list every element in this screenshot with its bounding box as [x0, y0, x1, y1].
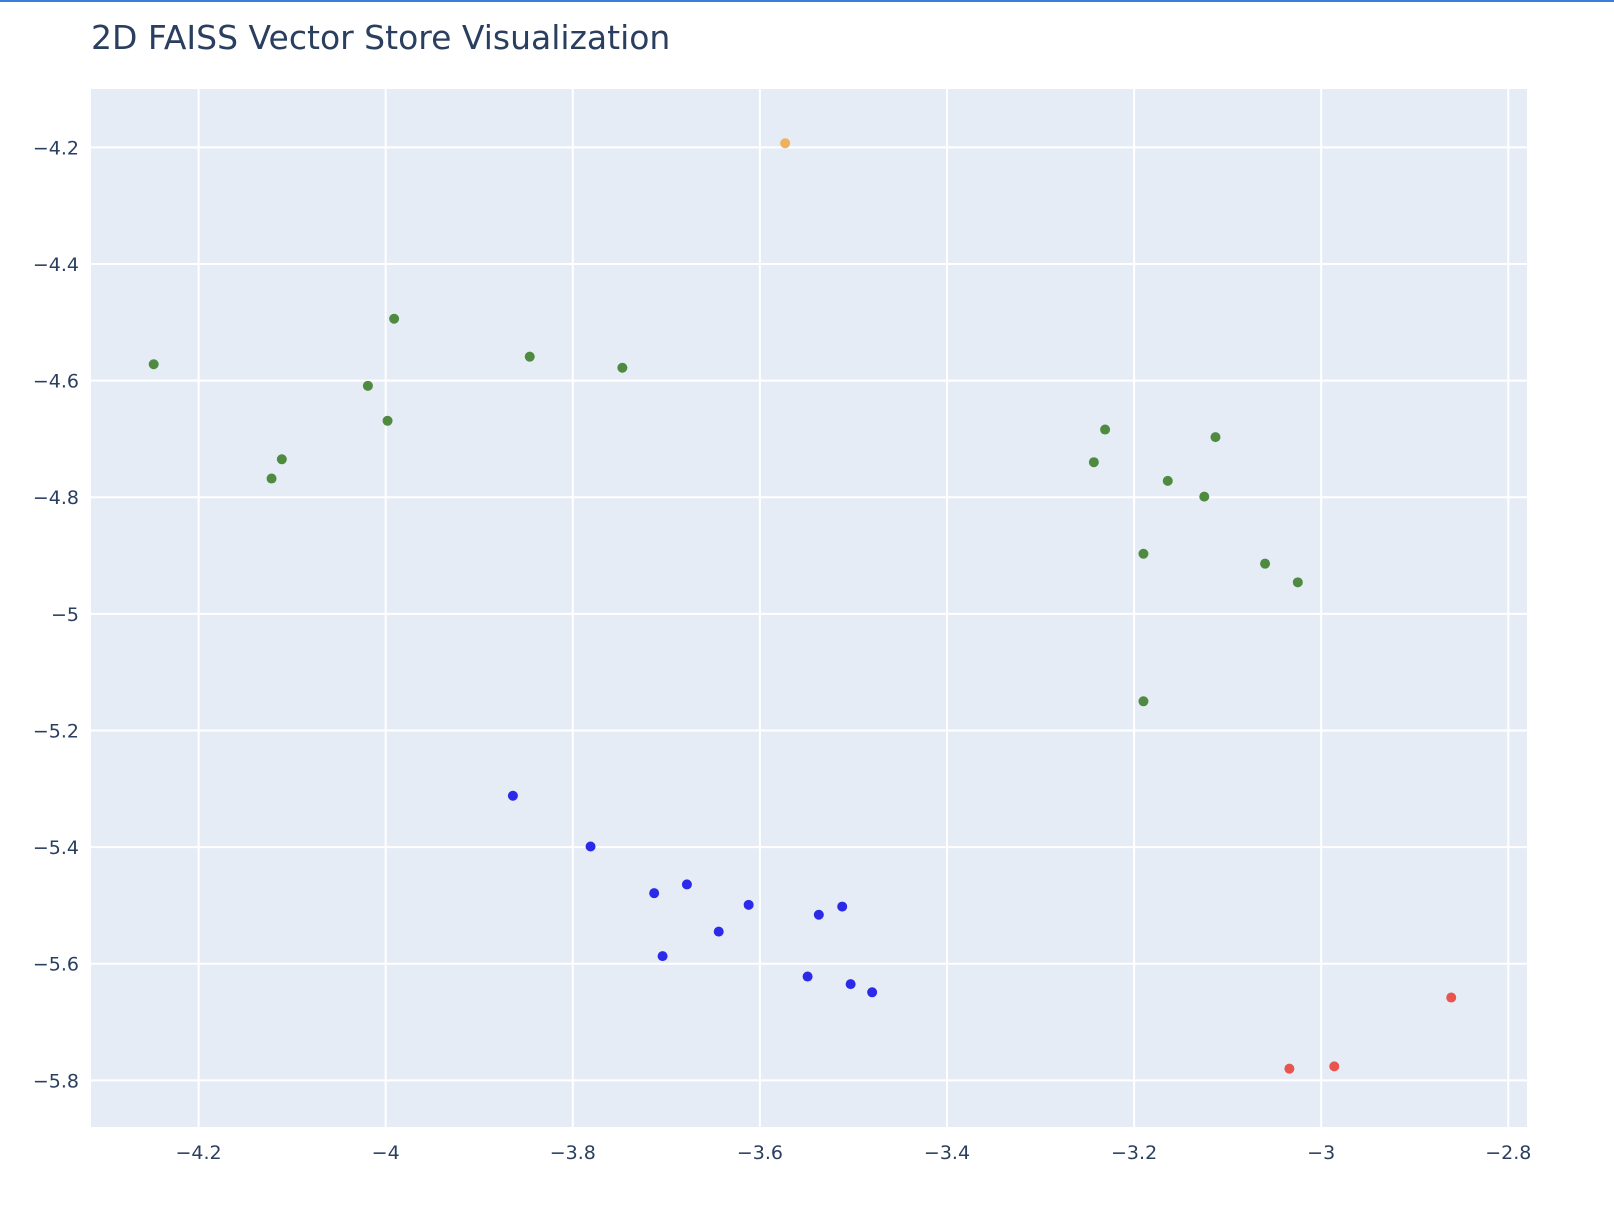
x-tick-label: −2.8 [1485, 1142, 1531, 1164]
x-tick-label: −3 [1307, 1142, 1335, 1164]
data-point[interactable] [1284, 1063, 1295, 1074]
data-point[interactable] [276, 454, 287, 465]
data-point[interactable] [524, 351, 535, 362]
data-point[interactable] [867, 987, 878, 998]
data-point[interactable] [837, 901, 848, 912]
data-point[interactable] [813, 909, 824, 920]
data-point[interactable] [148, 359, 159, 370]
data-point[interactable] [743, 899, 754, 910]
data-point[interactable] [1100, 424, 1111, 435]
data-point[interactable] [382, 415, 393, 426]
data-point[interactable] [1446, 992, 1457, 1003]
data-point[interactable] [1199, 491, 1210, 502]
data-point[interactable] [1260, 558, 1271, 569]
x-tick-label: −4.2 [176, 1142, 222, 1164]
data-point[interactable] [681, 879, 692, 890]
y-tick-label: −4.2 [33, 137, 79, 159]
data-point[interactable] [389, 313, 400, 324]
data-point[interactable] [802, 971, 813, 982]
y-tick-label: −5.6 [33, 954, 79, 976]
data-point[interactable] [1162, 475, 1173, 486]
y-tick-label: −4.6 [33, 371, 79, 393]
data-point[interactable] [617, 362, 628, 373]
y-tick-label: −5.4 [33, 837, 79, 859]
x-tick-label: −3.4 [924, 1142, 970, 1164]
data-point[interactable] [266, 473, 277, 484]
data-point[interactable] [1210, 432, 1221, 443]
y-tick-label: −5.8 [33, 1070, 79, 1092]
data-point[interactable] [1088, 457, 1099, 468]
data-points[interactable] [148, 138, 1457, 1074]
data-point[interactable] [649, 888, 660, 899]
x-tick-label: −3.2 [1111, 1142, 1157, 1164]
y-tick-label: −4.4 [33, 254, 79, 276]
data-point[interactable] [713, 926, 724, 937]
data-point[interactable] [657, 951, 668, 962]
y-tick-label: −5.2 [33, 720, 79, 742]
data-point[interactable] [585, 841, 596, 852]
data-point[interactable] [1138, 548, 1149, 559]
y-tick-label: −5 [51, 604, 79, 626]
data-point[interactable] [1292, 577, 1303, 588]
x-tick-label: −3.6 [737, 1142, 783, 1164]
data-point[interactable] [1138, 696, 1149, 707]
data-point[interactable] [780, 138, 791, 149]
plot-area[interactable] [91, 89, 1527, 1127]
grid-lines [91, 89, 1527, 1127]
x-tick-label: −3.8 [550, 1142, 596, 1164]
data-point[interactable] [507, 790, 518, 801]
data-point[interactable] [362, 380, 373, 391]
chart-title: 2D FAISS Vector Store Visualization [91, 18, 671, 57]
data-point[interactable] [1329, 1061, 1340, 1072]
data-point[interactable] [845, 979, 856, 990]
x-tick-label: −4 [372, 1142, 400, 1164]
tick-labels: −4.2 −4 −3.8 −3.6 −3.4 −3.2 −3 −2.8 −4.2 −4.4 −4.6… [33, 137, 1532, 1164]
window-accent-rule [0, 0, 1614, 2]
y-tick-label: −4.8 [33, 487, 79, 509]
